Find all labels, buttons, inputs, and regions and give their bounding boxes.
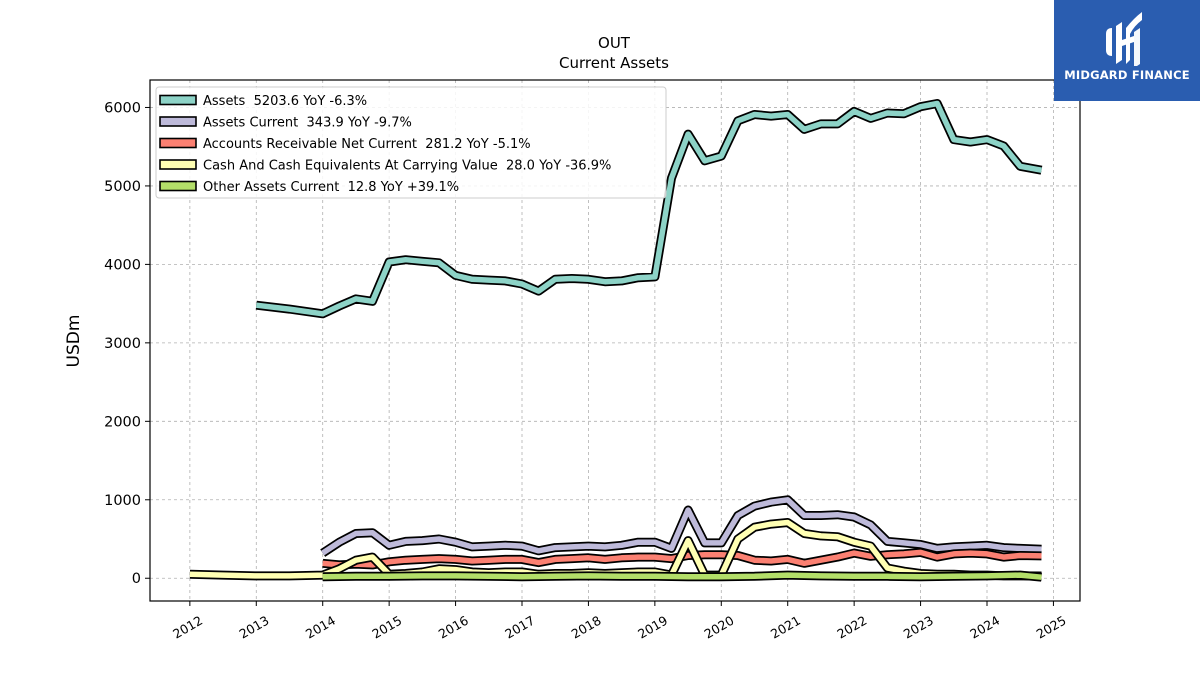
x-tick-label: 2023 [901, 613, 936, 642]
y-tick-label: 6000 [104, 100, 141, 116]
legend-swatch [159, 94, 197, 106]
series-line [255, 100, 1042, 317]
legend-swatch [159, 116, 197, 127]
x-axis-ticks: 2012 2013 2014 2015 2016 2017 2018 2019 2020 2021… [170, 601, 1069, 642]
legend-label: Assets Current 343.9 YoY -9.7% [203, 116, 412, 131]
legend-swatch [159, 137, 197, 149]
legend-label: Other Assets Current 12.8 YoY +39.1% [203, 180, 459, 195]
x-tick-label: 2022 [834, 613, 869, 642]
y-tick-label: 2000 [104, 414, 141, 430]
x-tick-label: 2025 [1034, 613, 1069, 642]
x-tick-label: 2020 [702, 613, 737, 642]
legend-label: Cash And Cash Equivalents At Carrying Va… [203, 159, 611, 174]
series-line [322, 572, 1042, 580]
chart-subtitle: Current Assets [559, 54, 669, 72]
y-tick-label: 4000 [104, 257, 141, 273]
y-tick-label: 5000 [104, 179, 141, 195]
legend-swatch [159, 159, 197, 170]
y-axis-ticks: 0 1000 2000 3000 4000 5000 6000 [104, 100, 150, 587]
x-tick-label: 2012 [170, 613, 205, 642]
x-tick-label: 2014 [303, 613, 338, 642]
legend-swatch [159, 180, 197, 192]
x-tick-label: 2024 [967, 613, 1002, 642]
series-lines [189, 99, 1043, 582]
chart-title: OUT [598, 34, 631, 52]
x-tick-label: 2015 [369, 613, 404, 642]
x-tick-label: 2017 [502, 613, 537, 642]
legend-label: Assets 5203.6 YoY -6.3% [203, 94, 367, 109]
y-tick-label: 0 [132, 571, 141, 587]
x-tick-label: 2016 [436, 613, 471, 642]
x-tick-label: 2021 [768, 613, 803, 642]
plot-frame [149, 79, 1081, 602]
y-axis-label: USDm [64, 315, 84, 368]
legend: Assets 5203.6 YoY -6.3% Assets Current 34… [155, 86, 667, 199]
brand-name: MIDGARD FINANCE [1064, 68, 1190, 82]
legend-box [155, 86, 667, 199]
x-tick-label: 2018 [569, 613, 604, 642]
legend-label: Accounts Receivable Net Current 281.2 Yo… [203, 137, 531, 152]
y-tick-label: 3000 [104, 336, 141, 352]
y-tick-label: 1000 [104, 493, 141, 509]
series-line [321, 497, 1042, 556]
brand-logo: MIDGARD FINANCE [1054, 0, 1200, 101]
x-tick-label: 2019 [635, 613, 670, 642]
brand-mark-icon [1106, 12, 1142, 66]
x-tick-label: 2013 [237, 613, 272, 642]
